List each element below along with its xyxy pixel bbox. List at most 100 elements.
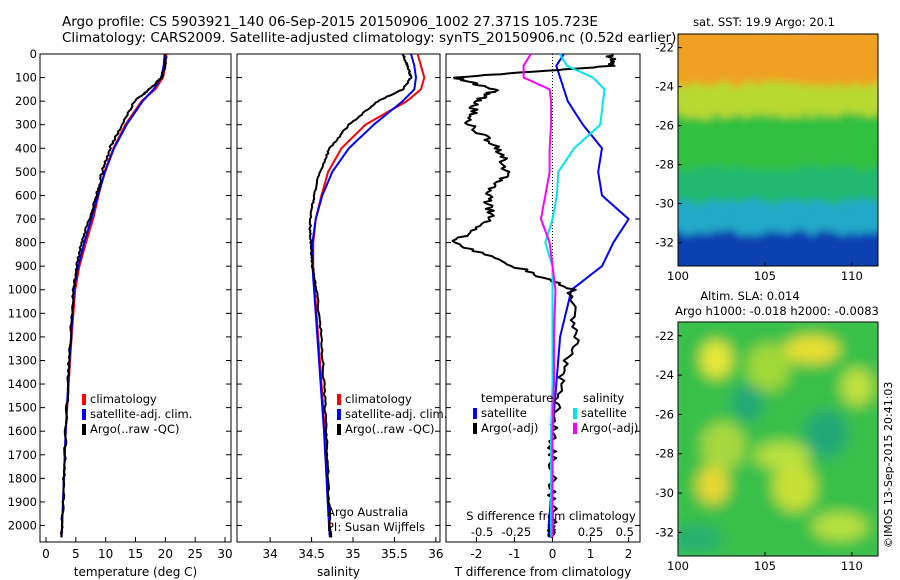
salinity-series-argo-raw-qc- xyxy=(308,53,413,538)
depth-tick-label: 1100 xyxy=(8,306,37,320)
salinity-legend-label: Argo(..raw -QC) xyxy=(345,422,435,436)
diff-temperature-legend-swatch xyxy=(473,408,477,419)
temperature-legend-swatch xyxy=(82,409,86,420)
temperature-plot-frame xyxy=(39,53,232,543)
difference-series-salinity-argo-adj- xyxy=(522,53,557,538)
sst-map-band xyxy=(678,228,878,266)
depth-tick-label: 0 xyxy=(30,47,37,61)
temperature-legend-label: climatology xyxy=(90,392,157,406)
depth-tick-label: 2000 xyxy=(8,518,37,532)
depth-tick-label: 1800 xyxy=(8,471,37,485)
sst-map-field xyxy=(678,34,878,266)
depth-tick-label: 100 xyxy=(15,71,37,85)
sla-map-blob xyxy=(772,463,817,512)
sla-map-ytick-label: -22 xyxy=(655,329,674,343)
salinity-legend-label: satellite-adj. clim. xyxy=(345,407,447,421)
salinity-legend-swatch xyxy=(337,424,341,435)
sst-map-xtick-label: 105 xyxy=(754,269,776,283)
sla-map-blob xyxy=(803,410,848,459)
temperature-xtick-label: 0 xyxy=(42,547,50,561)
sla-map-xtick-label: 100 xyxy=(667,559,689,573)
sla-map-xtick-label: 105 xyxy=(754,559,776,573)
diff-temperature-legend-swatch xyxy=(473,423,477,434)
temperature-legend-label: Argo(..raw -QC) xyxy=(90,422,180,436)
depth-tick-label: 400 xyxy=(15,141,37,155)
sla-map-subtitle: Argo h1000: -0.018 h2000: -0.0083 xyxy=(675,304,879,318)
salinity-xlabel: salinity xyxy=(317,565,360,579)
sla-map-frame xyxy=(677,321,879,557)
difference-xtick-label: 0 xyxy=(549,547,557,561)
temperature-xtick-label: 25 xyxy=(188,547,203,561)
sst-map-frame xyxy=(677,33,879,267)
sla-map-blob xyxy=(746,343,791,392)
diff-salinity-legend-label: satellite xyxy=(581,406,627,420)
sst-map-ytick-label: -24 xyxy=(655,80,674,94)
difference-series-salinity-satellite xyxy=(544,53,606,538)
depth-tick-label: 1200 xyxy=(8,330,37,344)
salinity-xtick-label: 35.5 xyxy=(381,547,408,561)
depth-tick-label: 500 xyxy=(15,165,37,179)
sst-map-ytick-label: -22 xyxy=(655,41,674,55)
salinity-xtick-label: 34.5 xyxy=(298,547,325,561)
sla-map-ytick-label: -28 xyxy=(655,447,674,461)
depth-tick-label: 600 xyxy=(15,188,37,202)
diff-legend-heading: salinity xyxy=(583,391,624,405)
salinity-series-satellite-adj-clim- xyxy=(311,53,417,538)
temperature-legend-label: satellite-adj. clim. xyxy=(90,407,192,421)
sst-map-ytick-label: -26 xyxy=(655,119,674,133)
sla-map-ytick-label: -30 xyxy=(655,486,674,500)
sst-map-xtick-label: 110 xyxy=(841,269,863,283)
credit-line-2: PI: Susan Wijffels xyxy=(327,520,425,534)
depth-tick-label: 1900 xyxy=(8,495,37,509)
diff-salinity-legend-swatch xyxy=(573,408,577,419)
temperature-series-argo-raw-qc- xyxy=(60,53,168,538)
header-line-2: Climatology: CARS2009. Satellite-adjuste… xyxy=(62,30,677,46)
depth-tick-label: 800 xyxy=(15,236,37,250)
salinity-diff-tick-label: 0.5 xyxy=(616,525,634,539)
sla-map-ytick-label: -26 xyxy=(655,407,674,421)
depth-tick-label: 300 xyxy=(15,118,37,132)
sla-map-ytick-label: -32 xyxy=(655,525,674,539)
sst-map-ytick-label: -30 xyxy=(655,197,674,211)
sst-map-field-inner xyxy=(678,34,878,266)
diff-salinity-legend-label: Argo(-adj) xyxy=(581,421,638,435)
sla-map-blob xyxy=(700,340,733,379)
depth-tick-label: 1400 xyxy=(8,377,37,391)
difference-xtick-label: -2 xyxy=(470,547,482,561)
sla-map-blob xyxy=(754,441,811,470)
temperature-xtick-label: 10 xyxy=(98,547,113,561)
salinity-xtick-label: 35 xyxy=(345,547,360,561)
depth-tick-label: 1600 xyxy=(8,424,37,438)
credit-line-1: Argo Australia xyxy=(327,505,408,519)
salinity-legend-label: climatology xyxy=(345,392,412,406)
temperature-legend-swatch xyxy=(82,424,86,435)
depth-tick-label: 700 xyxy=(15,212,37,226)
sla-map-field xyxy=(678,322,878,556)
depth-tick-label: 1500 xyxy=(8,401,37,415)
temperature-xtick-label: 15 xyxy=(128,547,143,561)
sst-map-ytick-label: -28 xyxy=(655,158,674,172)
salinity-diff-tick-label: 0.25 xyxy=(578,525,604,539)
salinity-legend-swatch xyxy=(337,394,341,405)
sla-map-xtick-label: 110 xyxy=(841,559,863,573)
sla-map-field-inner xyxy=(678,322,878,556)
sst-map-band xyxy=(678,111,878,185)
salinity-xtick-label: 34 xyxy=(263,547,278,561)
salinity-xtick-label: 36 xyxy=(428,547,443,561)
diff-salinity-legend-swatch xyxy=(573,423,577,434)
diff-temperature-legend-label: Argo(-adj) xyxy=(481,421,538,435)
salinity-legend-swatch xyxy=(337,409,341,420)
sla-map-blob xyxy=(678,524,724,553)
temperature-xtick-label: 5 xyxy=(72,547,80,561)
depth-tick-label: 900 xyxy=(15,259,37,273)
sla-map-ytick-label: -24 xyxy=(655,368,674,382)
salinity-plot-frame xyxy=(236,53,441,543)
depth-tick-label: 1300 xyxy=(8,353,37,367)
depth-tick-label: 200 xyxy=(15,94,37,108)
salinity-diff-tick-label: -0.5 xyxy=(471,525,493,539)
depth-tick-label: 1000 xyxy=(8,283,37,297)
difference-xlabel: T difference from climatology xyxy=(454,565,632,579)
sla-map-blob xyxy=(841,367,874,406)
sla-map-blob xyxy=(811,512,868,541)
depth-tick-label: 1700 xyxy=(8,448,37,462)
